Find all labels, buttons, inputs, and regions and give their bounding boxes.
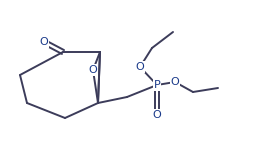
Text: O: O: [89, 65, 97, 75]
Text: O: O: [136, 62, 144, 72]
Text: O: O: [153, 110, 161, 120]
Text: O: O: [40, 37, 48, 47]
Text: O: O: [171, 77, 179, 87]
Text: P: P: [154, 80, 160, 90]
